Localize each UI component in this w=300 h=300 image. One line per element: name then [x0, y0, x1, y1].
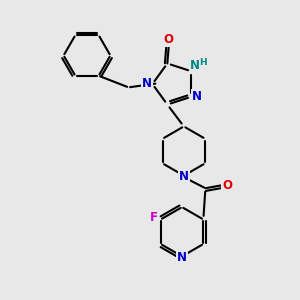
Text: N: N: [177, 251, 187, 264]
Text: N: N: [142, 77, 152, 90]
Text: O: O: [164, 33, 174, 46]
Text: N: N: [190, 59, 200, 72]
Text: N: N: [179, 170, 189, 183]
Text: F: F: [150, 212, 158, 224]
Text: H: H: [199, 58, 207, 68]
Text: O: O: [222, 179, 232, 192]
Text: N: N: [192, 90, 202, 103]
